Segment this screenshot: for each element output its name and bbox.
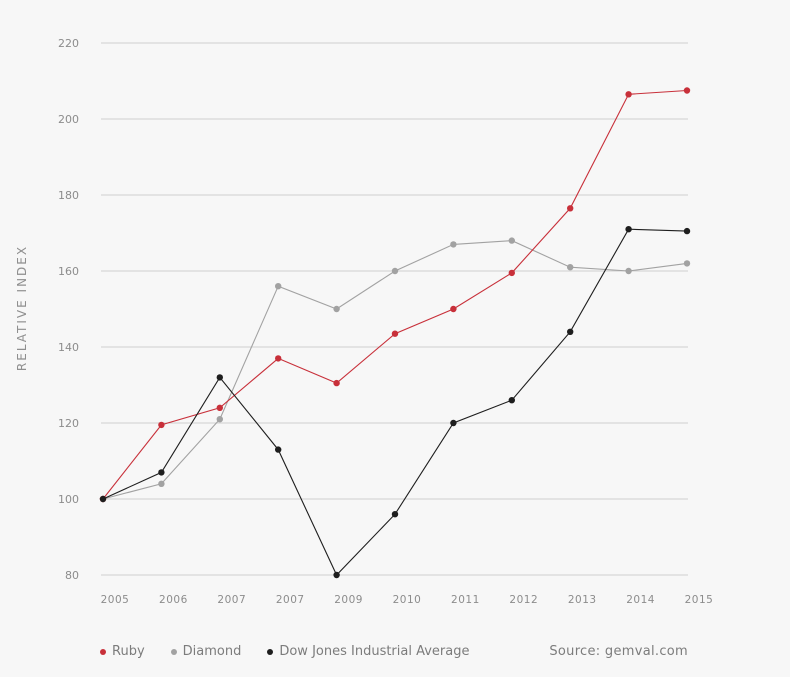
data-point-ruby [683, 87, 691, 94]
diamond-swatch-icon [170, 648, 177, 655]
legend-item-ruby: Ruby [100, 644, 145, 659]
data-point-diamond [450, 241, 457, 248]
x-tick-label: 2015 [685, 594, 714, 606]
data-point-dow-jones-industrial-average [391, 511, 399, 518]
x-tick-label: 2012 [509, 594, 538, 606]
data-point-dow-jones-industrial-average [333, 571, 340, 579]
y-tick-label: 80 [65, 569, 79, 582]
y-tick-label: 100 [58, 493, 79, 506]
legend: Ruby Diamond Dow Jones Industrial Averag… [100, 644, 496, 659]
series-line-dow-jones-industrial-average [102, 228, 688, 576]
data-point-dow-jones-industrial-average [567, 328, 574, 335]
y-tick-label: 180 [58, 189, 79, 202]
data-point-diamond [625, 267, 632, 275]
x-tick-label: 2007 [276, 594, 305, 606]
series-line-diamond [102, 240, 688, 500]
data-point-dow-jones-industrial-average [625, 226, 632, 233]
legend-label-dow-jones: Dow Jones Industrial Average [279, 644, 470, 659]
x-tick-label: 2009 [334, 594, 363, 606]
data-point-dow-jones-industrial-average [508, 397, 515, 404]
gridlines [101, 42, 688, 576]
y-tick-label: 160 [58, 265, 79, 278]
x-tick-label: 2006 [159, 594, 188, 606]
data-point-ruby [450, 305, 457, 313]
source-note: Source: gemval.com [549, 644, 688, 659]
x-tick-label: 2010 [393, 594, 422, 606]
series-line-ruby [102, 89, 688, 500]
data-point-diamond [158, 480, 165, 487]
data-point-ruby [216, 404, 223, 411]
data-point-diamond [333, 305, 340, 313]
data-point-ruby [391, 330, 399, 337]
data-point-ruby [333, 379, 340, 387]
legend-item-dow-jones: Dow Jones Industrial Average [267, 644, 470, 659]
x-tick-labels: 2005 2006 2007 2007 2009 2010 2011 2012 2013 2014… [101, 594, 714, 606]
data-point-diamond [508, 237, 515, 244]
data-point-diamond [683, 260, 691, 267]
data-point-ruby [567, 205, 574, 212]
data-point-dow-jones-industrial-average [158, 469, 165, 476]
y-tick-label: 220 [58, 37, 79, 50]
x-tick-label: 2011 [451, 594, 480, 606]
x-tick-label: 2014 [626, 594, 655, 606]
data-point-ruby [625, 91, 632, 98]
y-tick-labels: 80 100 120 140 160 180 200 220 [58, 37, 79, 582]
data-point-dow-jones-industrial-average [683, 227, 691, 235]
y-tick-label: 120 [58, 417, 79, 430]
data-point-dow-jones-industrial-average [450, 419, 457, 427]
x-tick-label: 2007 [217, 594, 246, 606]
data-point-dow-jones-industrial-average [275, 446, 282, 453]
data-point-diamond [391, 267, 399, 275]
data-point-diamond [275, 283, 282, 290]
data-point-diamond [567, 264, 574, 271]
data-point-ruby [508, 269, 515, 277]
data-point-dow-jones-industrial-average [99, 495, 107, 503]
x-tick-label: 2005 [101, 594, 130, 606]
x-tick-label: 2013 [568, 594, 597, 606]
ruby-swatch-icon [100, 648, 106, 655]
data-point-dow-jones-industrial-average [216, 374, 223, 381]
legend-label-ruby: Ruby [112, 644, 145, 659]
y-tick-label: 140 [58, 341, 79, 354]
y-tick-label: 200 [58, 113, 79, 126]
data-point-ruby [275, 355, 282, 362]
legend-item-diamond: Diamond [170, 644, 242, 659]
dow-jones-swatch-icon [267, 648, 274, 655]
data-point-diamond [216, 416, 223, 423]
series-points [99, 87, 691, 579]
data-point-ruby [158, 421, 165, 429]
legend-label-diamond: Diamond [182, 644, 242, 659]
y-axis-label: RELATIVE INDEX [15, 244, 29, 372]
